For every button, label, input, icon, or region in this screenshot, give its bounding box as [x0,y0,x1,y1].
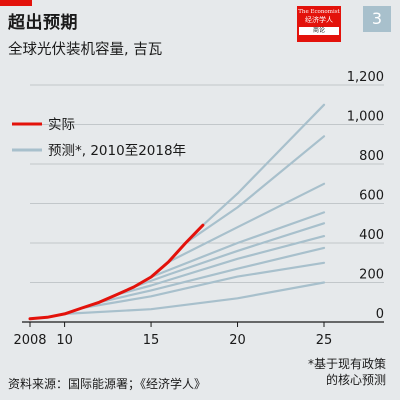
forecast-line-2013 [115,235,326,296]
chart-title: 超出预期 [8,13,78,33]
chart-subtitle: 全球光伏装机容量, 吉瓦 [8,42,163,58]
x-tick-label: 10 [56,333,73,348]
forecast-line-2018 [201,103,326,227]
y-tick-label: 800 [359,149,384,164]
grid-layer [30,84,384,283]
y-tick-label: 1,000 [347,110,384,125]
logo-line-section: 商论 [299,27,339,35]
y-tick-label: 1,200 [347,70,384,85]
actual-layer [28,223,205,321]
forecast-line-2015 [150,211,326,279]
footnote-line-1: *基于现有政策 [307,357,386,371]
axis-layer: 0 200 400 600 800 1,000 1,200 2008 10 15 20 25 [13,70,384,348]
legend-label-actual: 实际 [48,117,75,133]
economist-logo: The Economist 经济学人 商论 [297,6,341,42]
forecast-layer [63,103,326,315]
logo-line-chinese: 经济学人 [305,16,333,24]
forecast-line-2014 [132,222,326,289]
forecast-line-2017 [184,135,326,245]
y-tick-label: 600 [359,189,384,204]
actual-line [28,223,205,321]
forecast-line-2016 [167,182,326,264]
x-tick-label: 20 [229,333,246,348]
y-tick-label: 0 [376,307,384,322]
footnote-line-2: 的核心预测 [325,373,386,387]
y-tick-label: 200 [359,268,384,283]
logo-line-english: The Economist [298,9,340,15]
forecast-line-2011 [80,261,326,310]
forecast-line-2010 [63,281,326,315]
x-tick-label: 25 [316,333,333,348]
top-accent-bar [0,0,32,6]
forecast-line-2012 [98,246,326,304]
y-tick-label: 400 [359,228,384,243]
x-tick-label: 2008 [13,333,46,348]
legend-label-forecast: 预测*, 2010至2018年 [48,143,186,159]
x-tick-label: 15 [143,333,160,348]
footnote: *基于现有政策 的核心预测 [308,356,386,388]
chart-number-badge: 3 [363,6,391,32]
source-note: 资料来源：国际能源署；《经济学人》 [8,377,207,391]
